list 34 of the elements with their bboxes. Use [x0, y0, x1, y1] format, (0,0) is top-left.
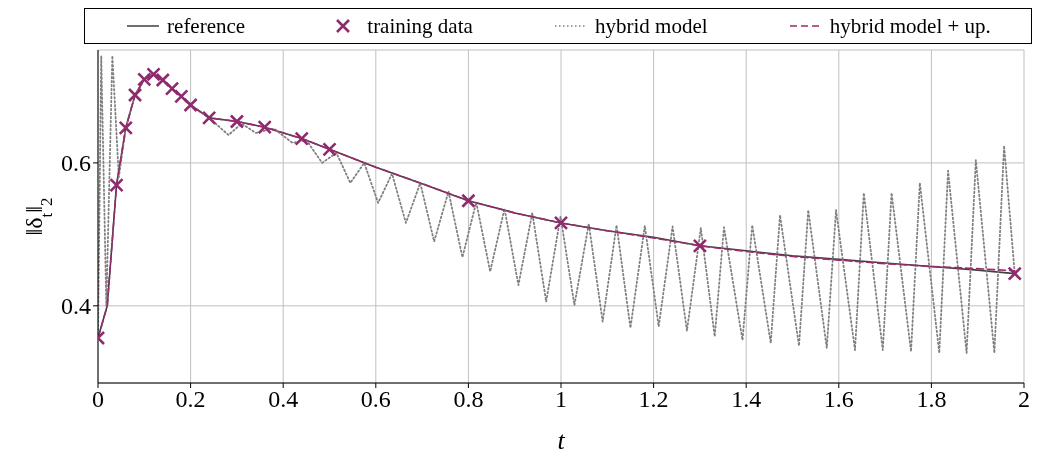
- legend-label: training data: [367, 13, 473, 39]
- x-tick-label: 0: [92, 386, 104, 413]
- x-tick-label: 0.4: [268, 386, 299, 413]
- point: [127, 87, 143, 103]
- point: [294, 131, 310, 146]
- point: [137, 72, 152, 87]
- point: [183, 97, 198, 113]
- point: [118, 120, 134, 136]
- point: [201, 110, 217, 126]
- x-tick-label: 1.2: [638, 386, 669, 413]
- legend-label: reference: [167, 13, 246, 39]
- point: [174, 89, 189, 104]
- legend-label: hybrid model + up.: [829, 13, 991, 39]
- x-tick-label: 0.6: [360, 386, 391, 413]
- point: [1007, 266, 1023, 281]
- point: [164, 81, 180, 96]
- point: [461, 193, 476, 209]
- x-axis-title: t: [557, 426, 566, 455]
- x-tick-label: 1: [555, 386, 567, 413]
- point: [257, 119, 272, 135]
- legend-label: hybrid model: [594, 13, 708, 39]
- x-tick-label: 2: [1018, 386, 1030, 413]
- point: [553, 215, 569, 231]
- point: [692, 238, 708, 254]
- point: [109, 177, 124, 193]
- point: [155, 72, 171, 88]
- point: [229, 114, 245, 129]
- point: [146, 67, 161, 82]
- x-tick-label: 0.8: [453, 386, 484, 413]
- point: [322, 142, 337, 157]
- x-tick-label: 1.4: [731, 386, 762, 413]
- x-tick-label: 0.2: [175, 386, 206, 413]
- x-tick-label: 1.8: [916, 386, 947, 413]
- x-tick-label: 1.6: [823, 386, 854, 413]
